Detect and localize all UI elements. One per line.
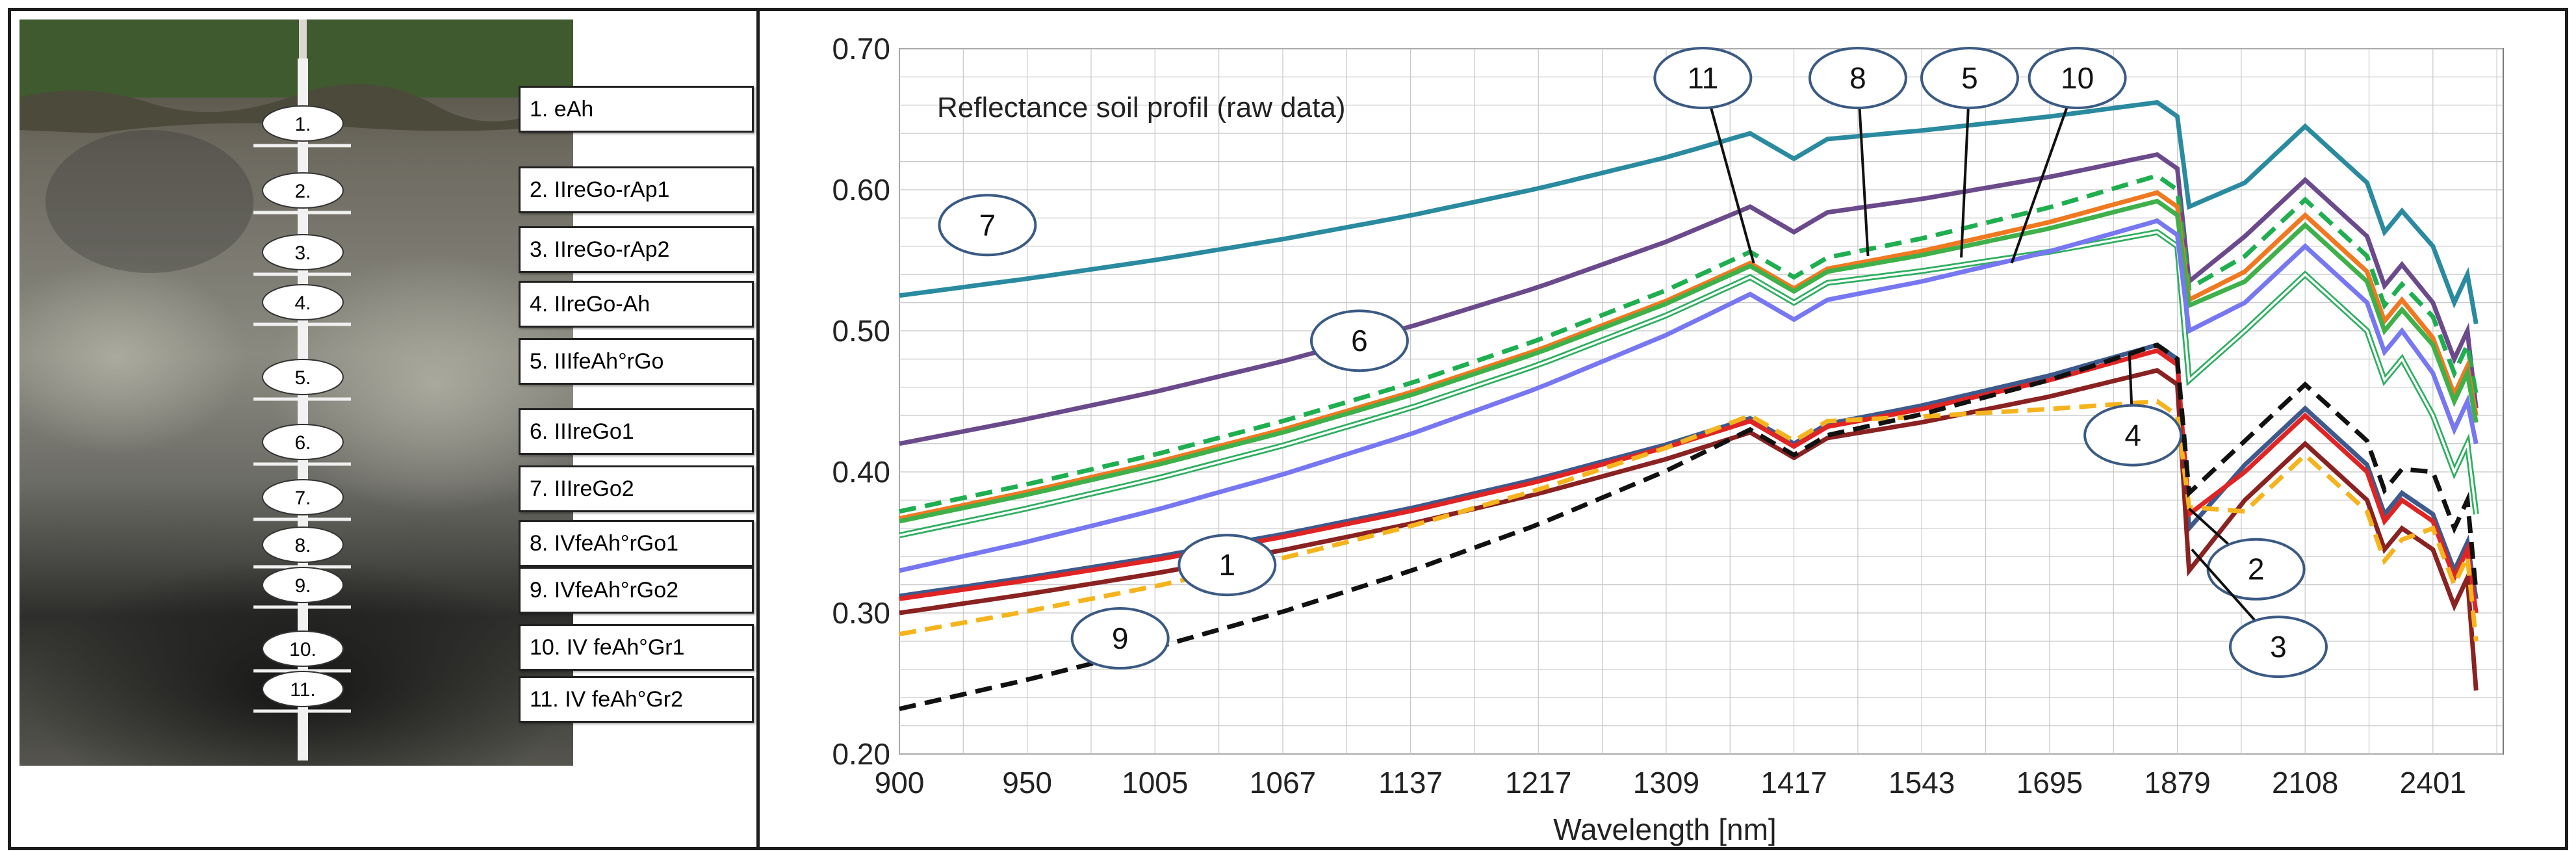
horizon-label: 8. IVfeAh°rGo1 xyxy=(519,520,754,567)
horizon-label: 9. IVfeAh°rGo2 xyxy=(519,567,754,614)
series-line-3 xyxy=(899,368,2479,691)
callout-bubble xyxy=(1178,534,1277,597)
x-tick-label: 1217 xyxy=(1505,766,1571,800)
x-axis-label: Wavelength [nm] xyxy=(1553,812,1776,846)
callout-bubble xyxy=(1070,607,1170,670)
series-line-blue xyxy=(899,218,2479,573)
callout-bubble xyxy=(2228,616,2328,679)
horizon-label: 4. IIreGo-Ah xyxy=(519,281,754,328)
panel-divider xyxy=(756,8,760,850)
horizon-marker-number: 6. xyxy=(294,432,311,454)
horizon-label: 10. IV feAh°Gr1 xyxy=(519,624,754,671)
horizon-marker xyxy=(262,526,344,563)
x-tick-label: 1879 xyxy=(2144,766,2210,800)
horizon-label: 6. IIIreGo1 xyxy=(519,408,754,455)
horizon-marker xyxy=(262,172,344,209)
series-line-2 xyxy=(899,348,2479,614)
horizon-marker-number: 3. xyxy=(294,242,311,264)
horizon-marker xyxy=(262,479,344,515)
callout-leader xyxy=(1701,77,1755,264)
horizon-marker xyxy=(262,567,344,603)
callout-bubble xyxy=(2028,47,2127,109)
y-tick-label: 0.20 xyxy=(832,737,890,771)
x-tick-label: 1309 xyxy=(1633,766,1699,800)
y-tick-label: 0.60 xyxy=(832,173,890,207)
y-tick-label: 0.30 xyxy=(832,596,890,630)
x-tick-label: 1137 xyxy=(1378,766,1443,800)
horizon-marker xyxy=(262,424,344,460)
horizon-label: 1. eAh xyxy=(519,86,754,133)
callout-bubble xyxy=(1808,47,1907,109)
callout-bubble xyxy=(938,194,1037,257)
horizon-marker-number: 2. xyxy=(294,181,311,202)
horizon-marker xyxy=(262,234,344,270)
y-tick-label: 0.40 xyxy=(832,455,890,489)
horizon-label: 11. IV feAh°Gr2 xyxy=(519,676,754,723)
horizon-marker-number: 5. xyxy=(294,367,311,389)
horizon-label: 3. IIreGo-rAp2 xyxy=(519,226,754,273)
series-line-inner-10 xyxy=(899,231,2478,537)
x-tick-label: 1005 xyxy=(1122,766,1188,800)
x-tick-label: 2108 xyxy=(2272,766,2338,800)
reflectance-chart: 0.200.300.400.500.600.70 900 950 1005 1067 1… xyxy=(832,32,2504,846)
chart-title: Reflectance soil profil (raw data) xyxy=(937,92,1345,124)
callout-bubble xyxy=(1653,47,1753,109)
horizon-marker xyxy=(262,105,344,142)
x-tick-label: 2401 xyxy=(2400,766,2466,800)
horizon-marker-number: 1. xyxy=(294,114,311,135)
horizon-label: 2. IIreGo-rAp1 xyxy=(519,166,754,213)
x-tick-label: 1067 xyxy=(1250,766,1316,800)
callout-label: 11 xyxy=(1687,61,1718,95)
series-line-4 xyxy=(899,342,2479,712)
chart-series xyxy=(899,99,2479,712)
horizon-marker-number: 10. xyxy=(289,639,316,660)
horizon-marker-number: 11. xyxy=(290,679,315,701)
x-tick-label: 1695 xyxy=(2016,766,2083,800)
horizon-marker-number: 8. xyxy=(294,535,311,556)
horizon-label: 7. IIIreGo2 xyxy=(519,465,754,512)
y-tick-label: 0.50 xyxy=(832,314,890,348)
horizon-marker xyxy=(262,630,344,667)
callout-label: 6 xyxy=(1351,324,1368,358)
series-line-5 xyxy=(899,198,2479,524)
callout-bubble xyxy=(1920,47,2019,109)
callout-label: 5 xyxy=(1961,61,1978,95)
horizon-marker xyxy=(262,671,344,707)
horizon-marker-number: 9. xyxy=(294,575,311,597)
callout-label: 1 xyxy=(1219,548,1236,582)
series-line-7 xyxy=(899,99,2479,324)
series-line-8 xyxy=(899,190,2479,521)
callout-bubble xyxy=(1309,309,1409,372)
callout-bubble xyxy=(2083,404,2183,467)
curve-callouts: 11 8 5 10 7 6 1 9 4 2 3 xyxy=(938,47,2328,679)
series-line-9 xyxy=(899,398,2479,642)
series-line-6 xyxy=(899,151,2479,447)
callout-label: 2 xyxy=(2248,552,2265,586)
x-tick-label: 1543 xyxy=(1888,766,1955,800)
y-tick-label: 0.70 xyxy=(832,32,890,66)
horizon-marker-number: 4. xyxy=(294,292,311,314)
horizon-marker xyxy=(262,284,344,320)
x-tick-label: 950 xyxy=(1002,766,1052,800)
callout-label: 9 xyxy=(1112,621,1129,655)
measuring-stick: 1. 2. 3. 4. 5. 6. 7. 8. 9. 10. 11. xyxy=(253,58,351,760)
x-tick-label: 900 xyxy=(875,766,925,800)
y-axis-ticks: 0.20 0.30 0.40 0.50 0.60 0.70 xyxy=(832,32,890,771)
x-axis-ticks: 900 950 1005 1067 1137 1217 1309 1417 1543 1695 18… xyxy=(875,766,2466,800)
callout-leader xyxy=(2010,77,2079,264)
callout-label: 7 xyxy=(979,208,996,242)
callout-label: 8 xyxy=(1849,61,1866,95)
horizon-marker xyxy=(262,359,344,395)
horizon-label: 5. IIIfeAh°rGo xyxy=(519,338,754,385)
callout-label: 10 xyxy=(2061,61,2094,95)
callout-label: 4 xyxy=(2124,419,2141,452)
horizon-marker-number: 7. xyxy=(294,488,311,509)
callout-label: 3 xyxy=(2270,630,2287,664)
x-tick-label: 1417 xyxy=(1760,766,1827,800)
